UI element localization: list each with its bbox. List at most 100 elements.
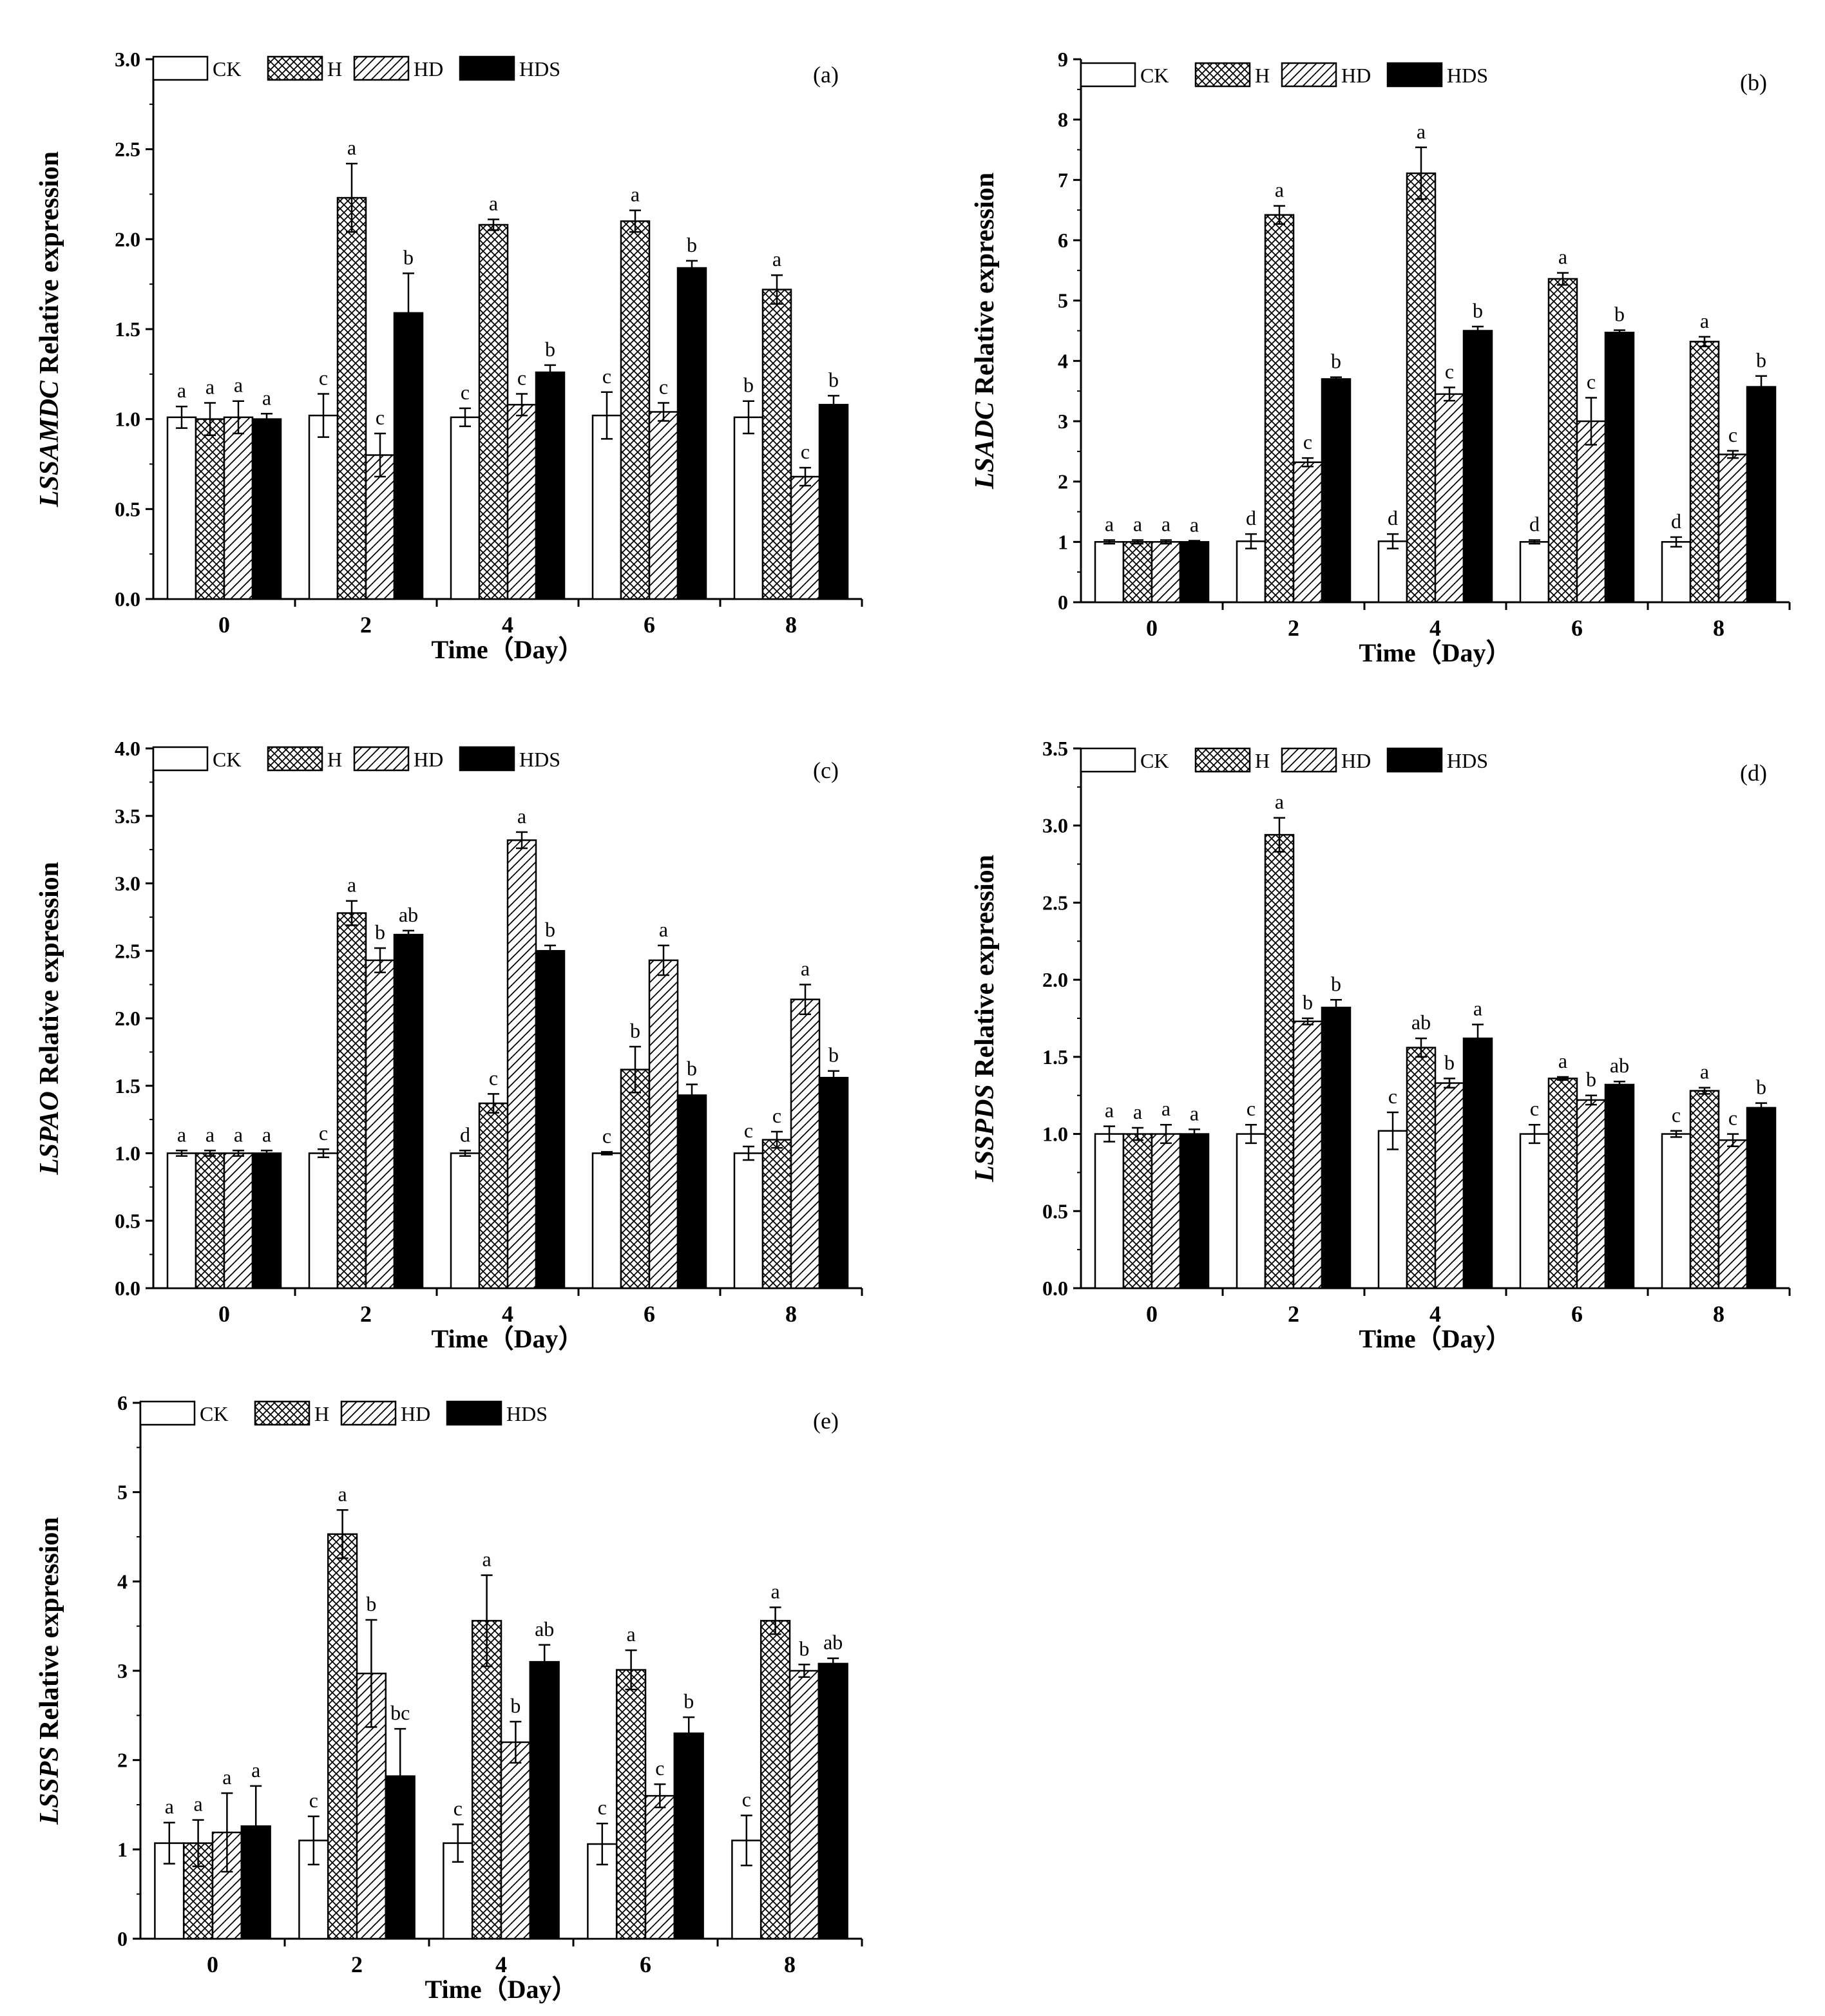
error-bar [233, 1150, 244, 1157]
significance-letter: c [1530, 1097, 1539, 1120]
error-bar [1132, 1127, 1143, 1141]
y-axis-title: LSSPDS Relative expression [970, 855, 1000, 1183]
bar-h-day-0 [1122, 1133, 1153, 1289]
x-tick-label: 6 [1571, 1301, 1583, 1327]
legend-label-ck: CK [1140, 749, 1169, 772]
bar-hds-day-0 [1179, 541, 1210, 604]
x-tick-label: 4 [502, 612, 513, 638]
bar-ck-day-2 [1236, 540, 1266, 604]
legend-swatch-hds [1386, 62, 1443, 88]
legend-label-hds: HDS [506, 1402, 548, 1425]
significance-letter: a [631, 183, 640, 206]
bar-hd-day-6 [648, 959, 679, 1289]
legend-label-ck: CK [213, 57, 241, 81]
bar-hds-day-2 [393, 312, 424, 600]
error-bar [1670, 1130, 1682, 1138]
chart-panel-c: 0.00.51.01.52.02.53.03.54.00a a a a2cabab4d… [35, 737, 863, 1353]
y-tick-label: 3.0 [115, 48, 140, 71]
error-bar [799, 984, 811, 1015]
y-axis-title-rest: Relative expression [35, 151, 64, 381]
significance-letter: d [460, 1123, 470, 1146]
legend-label-hds: HDS [519, 748, 560, 771]
bar-ck-day-0 [1094, 541, 1125, 604]
significance-letter: a [165, 1795, 174, 1818]
bar-hd-day-0 [1151, 1133, 1181, 1289]
error-bar [827, 1657, 839, 1670]
significance-letter: a [1133, 1100, 1142, 1123]
y-tick-label: 3 [1058, 410, 1068, 433]
significance-letter: a [193, 1793, 202, 1816]
bar-hd-day-0 [1151, 541, 1181, 604]
chart-panel-d: 0.00.51.01.52.02.53.03.50a a a a2cabb4cabba… [970, 737, 1791, 1353]
x-tick-label: 2 [360, 612, 372, 638]
bar-hds-day-2 [393, 933, 424, 1289]
significance-letter: d [1529, 513, 1540, 536]
significance-letter: b [687, 233, 697, 256]
error-bar [1614, 1080, 1625, 1089]
panel-label: (b) [1740, 70, 1767, 95]
error-bar [1245, 533, 1257, 549]
significance-letter: a [205, 376, 215, 399]
bar-ck-day-4 [450, 1152, 481, 1289]
y-tick-label: 2.0 [115, 227, 140, 251]
x-tick-label: 2 [1288, 615, 1299, 641]
significance-letter: a [1558, 245, 1567, 269]
error-bar [658, 402, 669, 422]
significance-letter: c [1247, 1097, 1256, 1120]
significance-letter: a [338, 1482, 347, 1505]
bar-hd-day-4 [506, 404, 537, 600]
y-tick-label: 0.0 [1042, 1277, 1068, 1300]
significance-letter: b [1473, 299, 1483, 322]
error-bar [771, 274, 783, 305]
significance-letter: b [799, 1637, 809, 1660]
legend: CK H HD HDS [1080, 747, 1488, 773]
legend-swatch-hds [1386, 747, 1443, 773]
significance-letter: b [1756, 348, 1766, 372]
x-axis-title: Time（Day） [431, 1324, 584, 1353]
significance-letter: a [659, 918, 668, 941]
y-axis-title-gene: LSSPS [35, 1746, 64, 1825]
x-tick-label: 4 [502, 1301, 513, 1327]
y-tick-label: 3.0 [1042, 814, 1068, 837]
error-bar [1444, 1078, 1455, 1089]
significance-letter: a [177, 1123, 186, 1146]
error-bar [1302, 457, 1314, 468]
bar-h-day-6 [620, 1069, 651, 1289]
x-tick-label: 0 [1146, 1301, 1158, 1327]
y-tick-label: 6 [1058, 229, 1068, 252]
error-bar [1189, 540, 1200, 544]
significance-letter: b [366, 1592, 376, 1615]
error-bar [1614, 329, 1625, 336]
error-bar [336, 1509, 349, 1559]
error-bar [1387, 533, 1399, 549]
error-bar [1472, 1023, 1484, 1053]
legend-label-hd: HD [1341, 64, 1371, 87]
legend-label-hd: HD [414, 748, 443, 771]
bar-h-day-2 [327, 1533, 358, 1940]
bar-hds-day-8 [817, 1662, 848, 1940]
x-tick-label: 8 [1713, 615, 1725, 641]
legend-label-ck: CK [200, 1402, 228, 1425]
panel-label: (c) [813, 757, 839, 783]
error-bar [629, 209, 641, 233]
significance-letter: c [801, 440, 810, 463]
significance-letter: a [251, 1758, 260, 1782]
error-bar [403, 272, 414, 354]
bar-h-day-8 [1689, 341, 1720, 604]
significance-letter: ab [1610, 1054, 1629, 1077]
error-bar [176, 405, 187, 429]
y-tick-label: 0.0 [115, 1277, 140, 1300]
y-axis-title: LSSPS Relative expression [35, 1517, 64, 1825]
bar-hds-day-8 [818, 404, 849, 600]
panel-label: (a) [813, 62, 839, 88]
error-bar [596, 1822, 608, 1866]
significance-letter: a [801, 957, 810, 980]
significance-letter: a [489, 192, 498, 215]
significance-letter: c [489, 1066, 498, 1089]
bar-h-day-4 [1406, 1047, 1437, 1289]
bar-hds-day-8 [1746, 1107, 1777, 1289]
x-axis-title: Time（Day） [1359, 1324, 1511, 1353]
significance-letter: b [1614, 303, 1625, 326]
